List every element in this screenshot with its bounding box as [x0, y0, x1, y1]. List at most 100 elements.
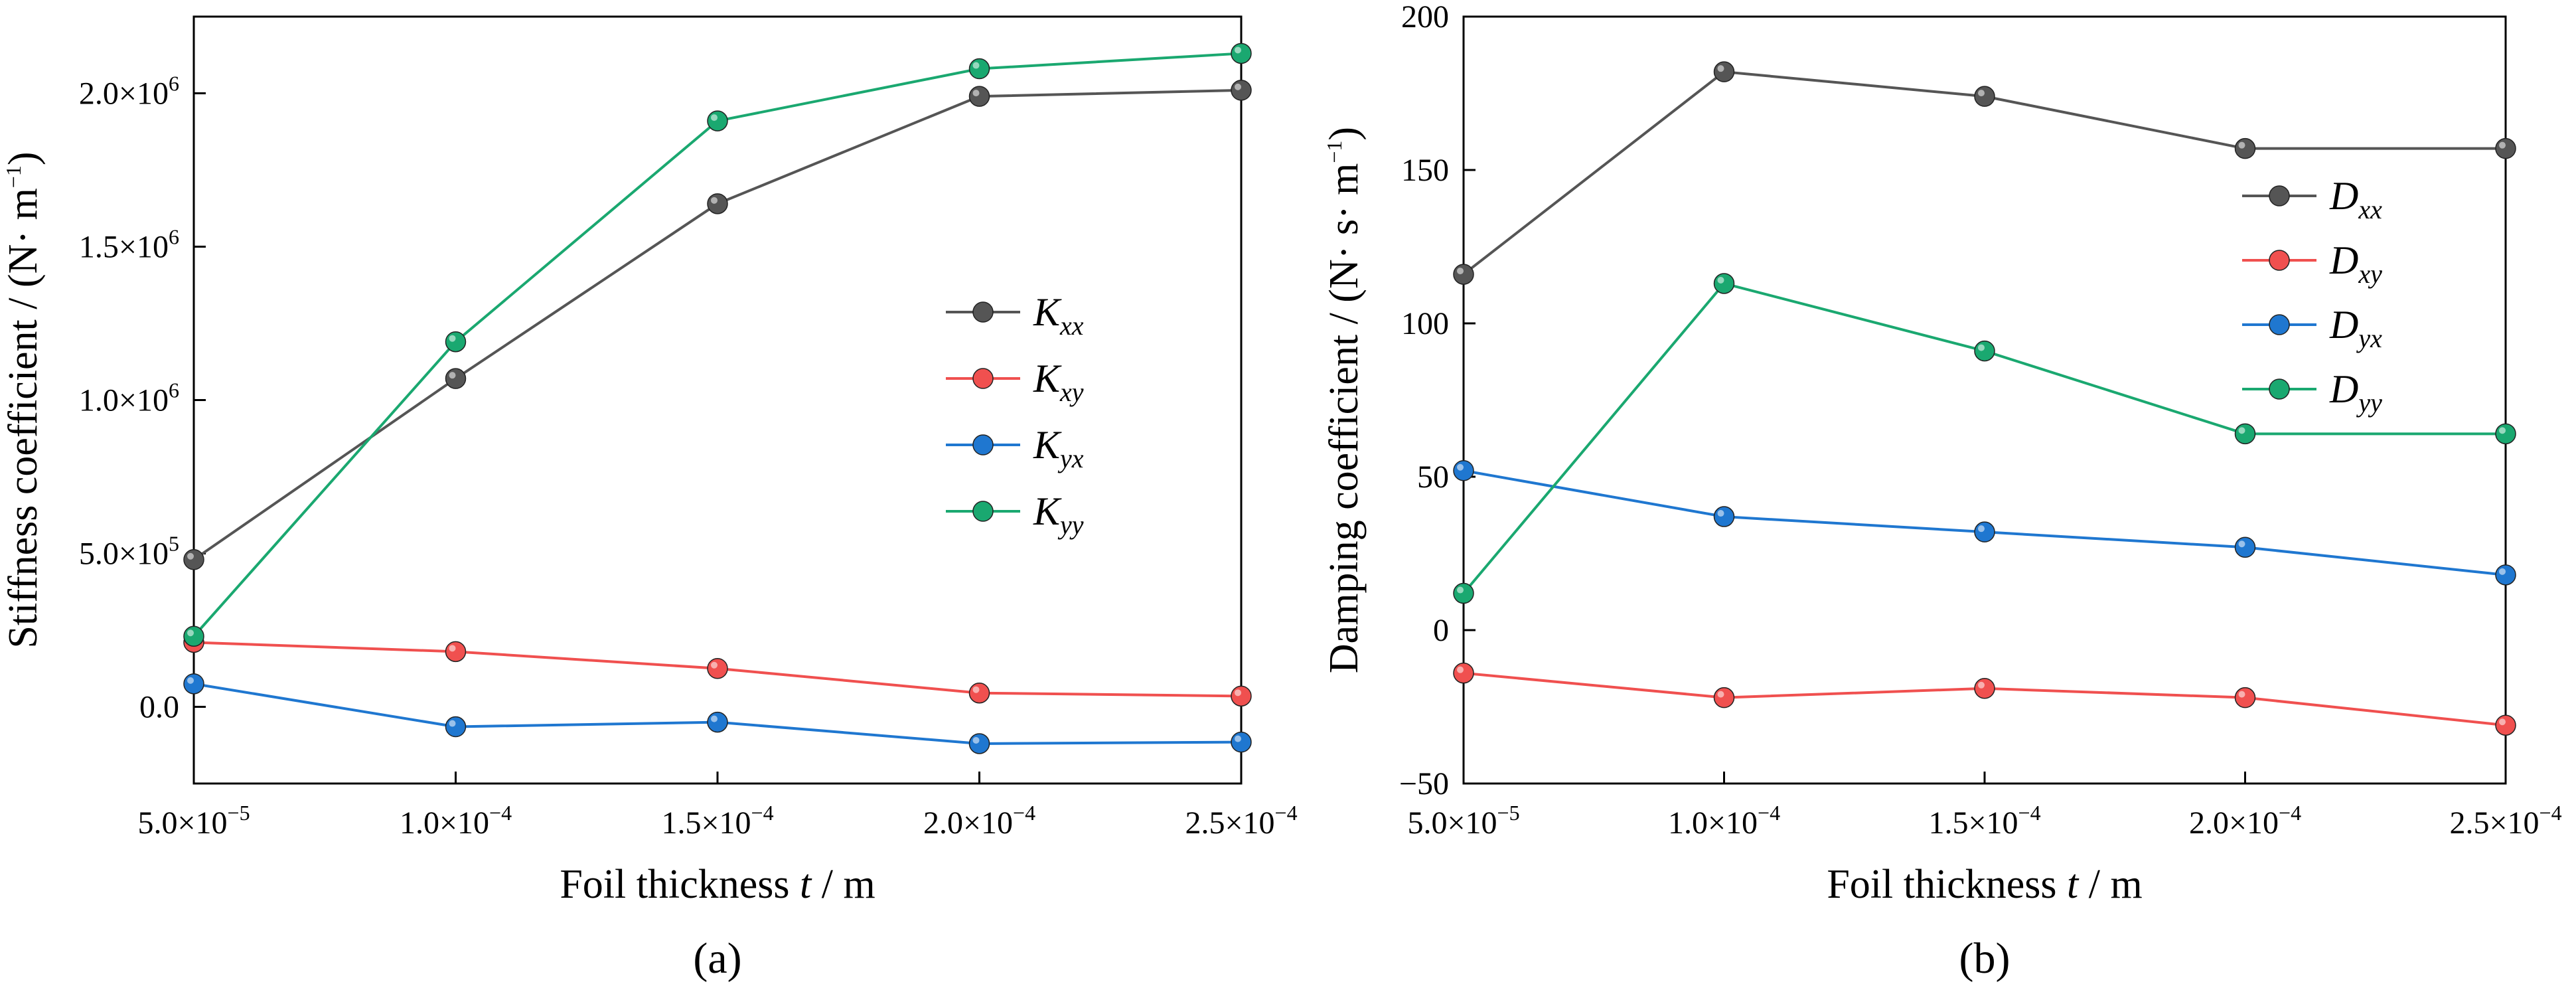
x-tick-label: 1.0×10−4: [400, 801, 512, 841]
data-point-Dxx: [1974, 86, 1995, 107]
x-axis-label: Foil thickness t / m: [1827, 862, 2142, 907]
data-point-Dyx: [1974, 521, 1995, 542]
chart-panel-b: 5.0×10−5 1.0×10−4 1.5×10−4 2.0×10−4 2.5×10−4…: [1322, 0, 2562, 983]
data-point-highlight: [449, 335, 456, 342]
data-point-Kxy: [445, 641, 467, 663]
data-point-highlight: [449, 720, 456, 727]
data-point-Kyy: [1231, 42, 1252, 64]
data-point-highlight: [972, 686, 980, 693]
data-point-highlight: [1235, 46, 1241, 54]
data-point-Kyx: [445, 716, 467, 738]
data-point-Dxy: [2234, 687, 2256, 708]
x-tick-label: 1.5×10−4: [1928, 801, 2040, 841]
series-line-Kyy: [192, 52, 1242, 637]
data-point-highlight: [1457, 268, 1464, 275]
data-point-Kxx: [707, 193, 728, 214]
data-point-Dyy: [1453, 582, 1474, 604]
data-point-Dyx: [2495, 564, 2516, 586]
x-tick-label: 2.5×10−4: [1185, 801, 1297, 841]
data-point-highlight: [1717, 510, 1724, 517]
y-tick-label: 1.5×106: [79, 225, 179, 265]
panel-label: (a): [693, 934, 741, 983]
data-point-highlight: [2238, 691, 2245, 698]
x-tick-label: 2.0×10−4: [923, 801, 1035, 841]
data-point-Kxy: [1231, 685, 1252, 707]
data-point-Dxy: [2495, 714, 2516, 736]
data-point-Dxx: [1713, 61, 1735, 82]
x-tick-label: 1.5×10−4: [661, 801, 773, 841]
data-point-Kxx: [1231, 80, 1252, 101]
data-point-highlight: [1717, 691, 1724, 698]
legend-marker: [972, 501, 994, 522]
data-point-highlight: [449, 372, 456, 379]
legend-label: Kxx: [1033, 290, 1084, 341]
data-point-highlight: [1978, 525, 1985, 533]
data-point-Kxy: [707, 658, 728, 679]
data-point-Kyx: [707, 711, 728, 733]
data-point-Kyy: [183, 625, 204, 647]
data-point-Dyy: [2495, 423, 2516, 445]
data-point-Kxx: [968, 86, 990, 107]
data-point-Dxx: [2234, 137, 2256, 159]
legend-label: Kyy: [1033, 489, 1084, 540]
data-point-highlight: [1235, 689, 1241, 697]
data-point-Dxx: [2495, 137, 2516, 159]
y-tick-label: 1.0×106: [79, 378, 179, 418]
y-tick-label: 0.0: [139, 690, 179, 725]
series-line-Kxx: [192, 88, 1242, 561]
legend-marker: [2269, 185, 2290, 207]
data-point-Dyy: [1974, 340, 1995, 362]
data-point-Dyx: [1713, 506, 1735, 527]
x-tick-label: 1.0×10−4: [1668, 801, 1780, 841]
data-point-Kxx: [183, 548, 204, 570]
legend-label: Dxx: [2329, 174, 2382, 224]
data-point-highlight: [711, 715, 718, 722]
y-tick-label: 100: [1401, 306, 1449, 341]
data-point-highlight: [187, 677, 194, 684]
data-point-Dxy: [1974, 678, 1995, 699]
legend-marker: [2269, 250, 2290, 271]
legend-marker: [2269, 378, 2290, 400]
data-point-Kyy: [968, 58, 990, 80]
x-tick-label: 2.5×10−4: [2449, 801, 2561, 841]
data-point-highlight: [2499, 568, 2506, 575]
legend-label: Dxy: [2329, 238, 2382, 289]
data-point-Kyx: [1231, 731, 1252, 753]
data-point-highlight: [711, 114, 718, 122]
y-tick-label: −50: [1399, 766, 1449, 801]
legend-marker: [972, 368, 994, 389]
chart-panel-a: 5.0×10−5 1.0×10−4 1.5×10−4 2.0×10−4 2.5×10−4…: [1, 15, 1298, 983]
x-tick-label: 2.0×10−4: [2189, 801, 2301, 841]
data-point-highlight: [2238, 141, 2245, 149]
data-point-Dxx: [1453, 264, 1474, 285]
data-point-highlight: [1457, 666, 1464, 673]
panel-label: (b): [1959, 934, 2010, 983]
data-point-highlight: [1235, 83, 1241, 90]
data-point-highlight: [972, 90, 980, 97]
data-point-Kyx: [968, 733, 990, 754]
data-point-highlight: [1457, 463, 1464, 471]
data-point-highlight: [2499, 718, 2506, 726]
data-point-Kxy: [968, 682, 990, 704]
data-point-Kxx: [445, 368, 467, 389]
y-tick-label: 0: [1433, 613, 1449, 648]
data-point-Dyy: [1713, 273, 1735, 294]
y-tick-label: 5.0×105: [79, 532, 179, 572]
y-tick-label: 150: [1401, 153, 1449, 188]
data-point-highlight: [187, 552, 194, 560]
data-point-highlight: [2238, 427, 2245, 434]
data-point-highlight: [1978, 681, 1985, 689]
data-point-highlight: [711, 197, 718, 204]
data-point-Dyx: [1453, 460, 1474, 481]
data-point-highlight: [2499, 427, 2506, 434]
data-point-highlight: [1717, 276, 1724, 284]
legend-marker: [972, 434, 994, 456]
legend-marker: [2269, 314, 2290, 335]
data-point-highlight: [2238, 540, 2245, 548]
legend-label: Kxy: [1033, 357, 1084, 407]
data-point-highlight: [187, 629, 194, 637]
data-point-Kyy: [445, 331, 467, 353]
y-axis-label: Stiffness coefficient / (N· m−1): [1, 151, 46, 648]
y-axis-label: Damping coefficient / (N· s· m−1): [1322, 127, 1367, 673]
